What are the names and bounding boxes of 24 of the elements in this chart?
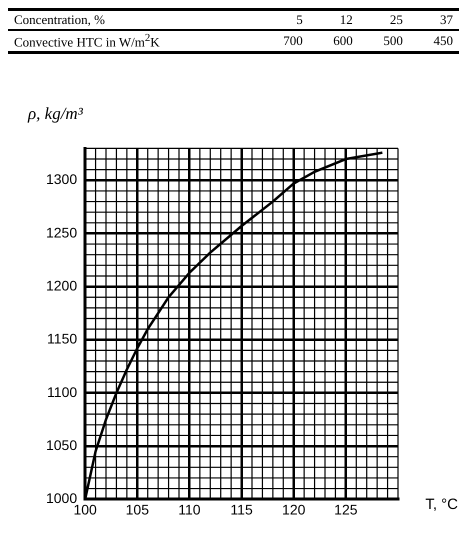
data-label: 700 — [282, 32, 304, 50]
data-label: 450 — [432, 32, 454, 50]
y-tick-label: 1250 — [46, 224, 78, 241]
text: Convective HTC in W/m$^{2}$K — [13, 31, 161, 52]
y-tick-label: 1200 — [46, 278, 78, 294]
category-label: 5 — [295, 11, 304, 29]
x-axis-title: T, °C — [425, 496, 458, 514]
x-tick-label: 110 — [178, 502, 201, 518]
category-label: 12 — [338, 11, 354, 29]
x-tick-label: 120 — [282, 502, 306, 518]
x-tick-label: 105 — [126, 502, 150, 518]
y-axis-title: ρ, kg/m³ — [28, 104, 83, 124]
data-label: 600 — [332, 32, 354, 50]
text: Concentration, % — [13, 11, 106, 29]
y-tick-label: 1150 — [47, 330, 78, 347]
category-label: 25 — [388, 11, 404, 29]
y-tick-label: 1100 — [47, 384, 78, 400]
x-tick-label: 125 — [334, 502, 358, 518]
x-tick-label: 115 — [230, 502, 253, 518]
y-tick-label: 1000 — [46, 490, 78, 506]
y-tick-label: 1300 — [46, 171, 78, 188]
category-label: 37 — [439, 11, 454, 29]
data-label: 500 — [382, 32, 404, 50]
y-tick-label: 1050 — [46, 437, 78, 454]
